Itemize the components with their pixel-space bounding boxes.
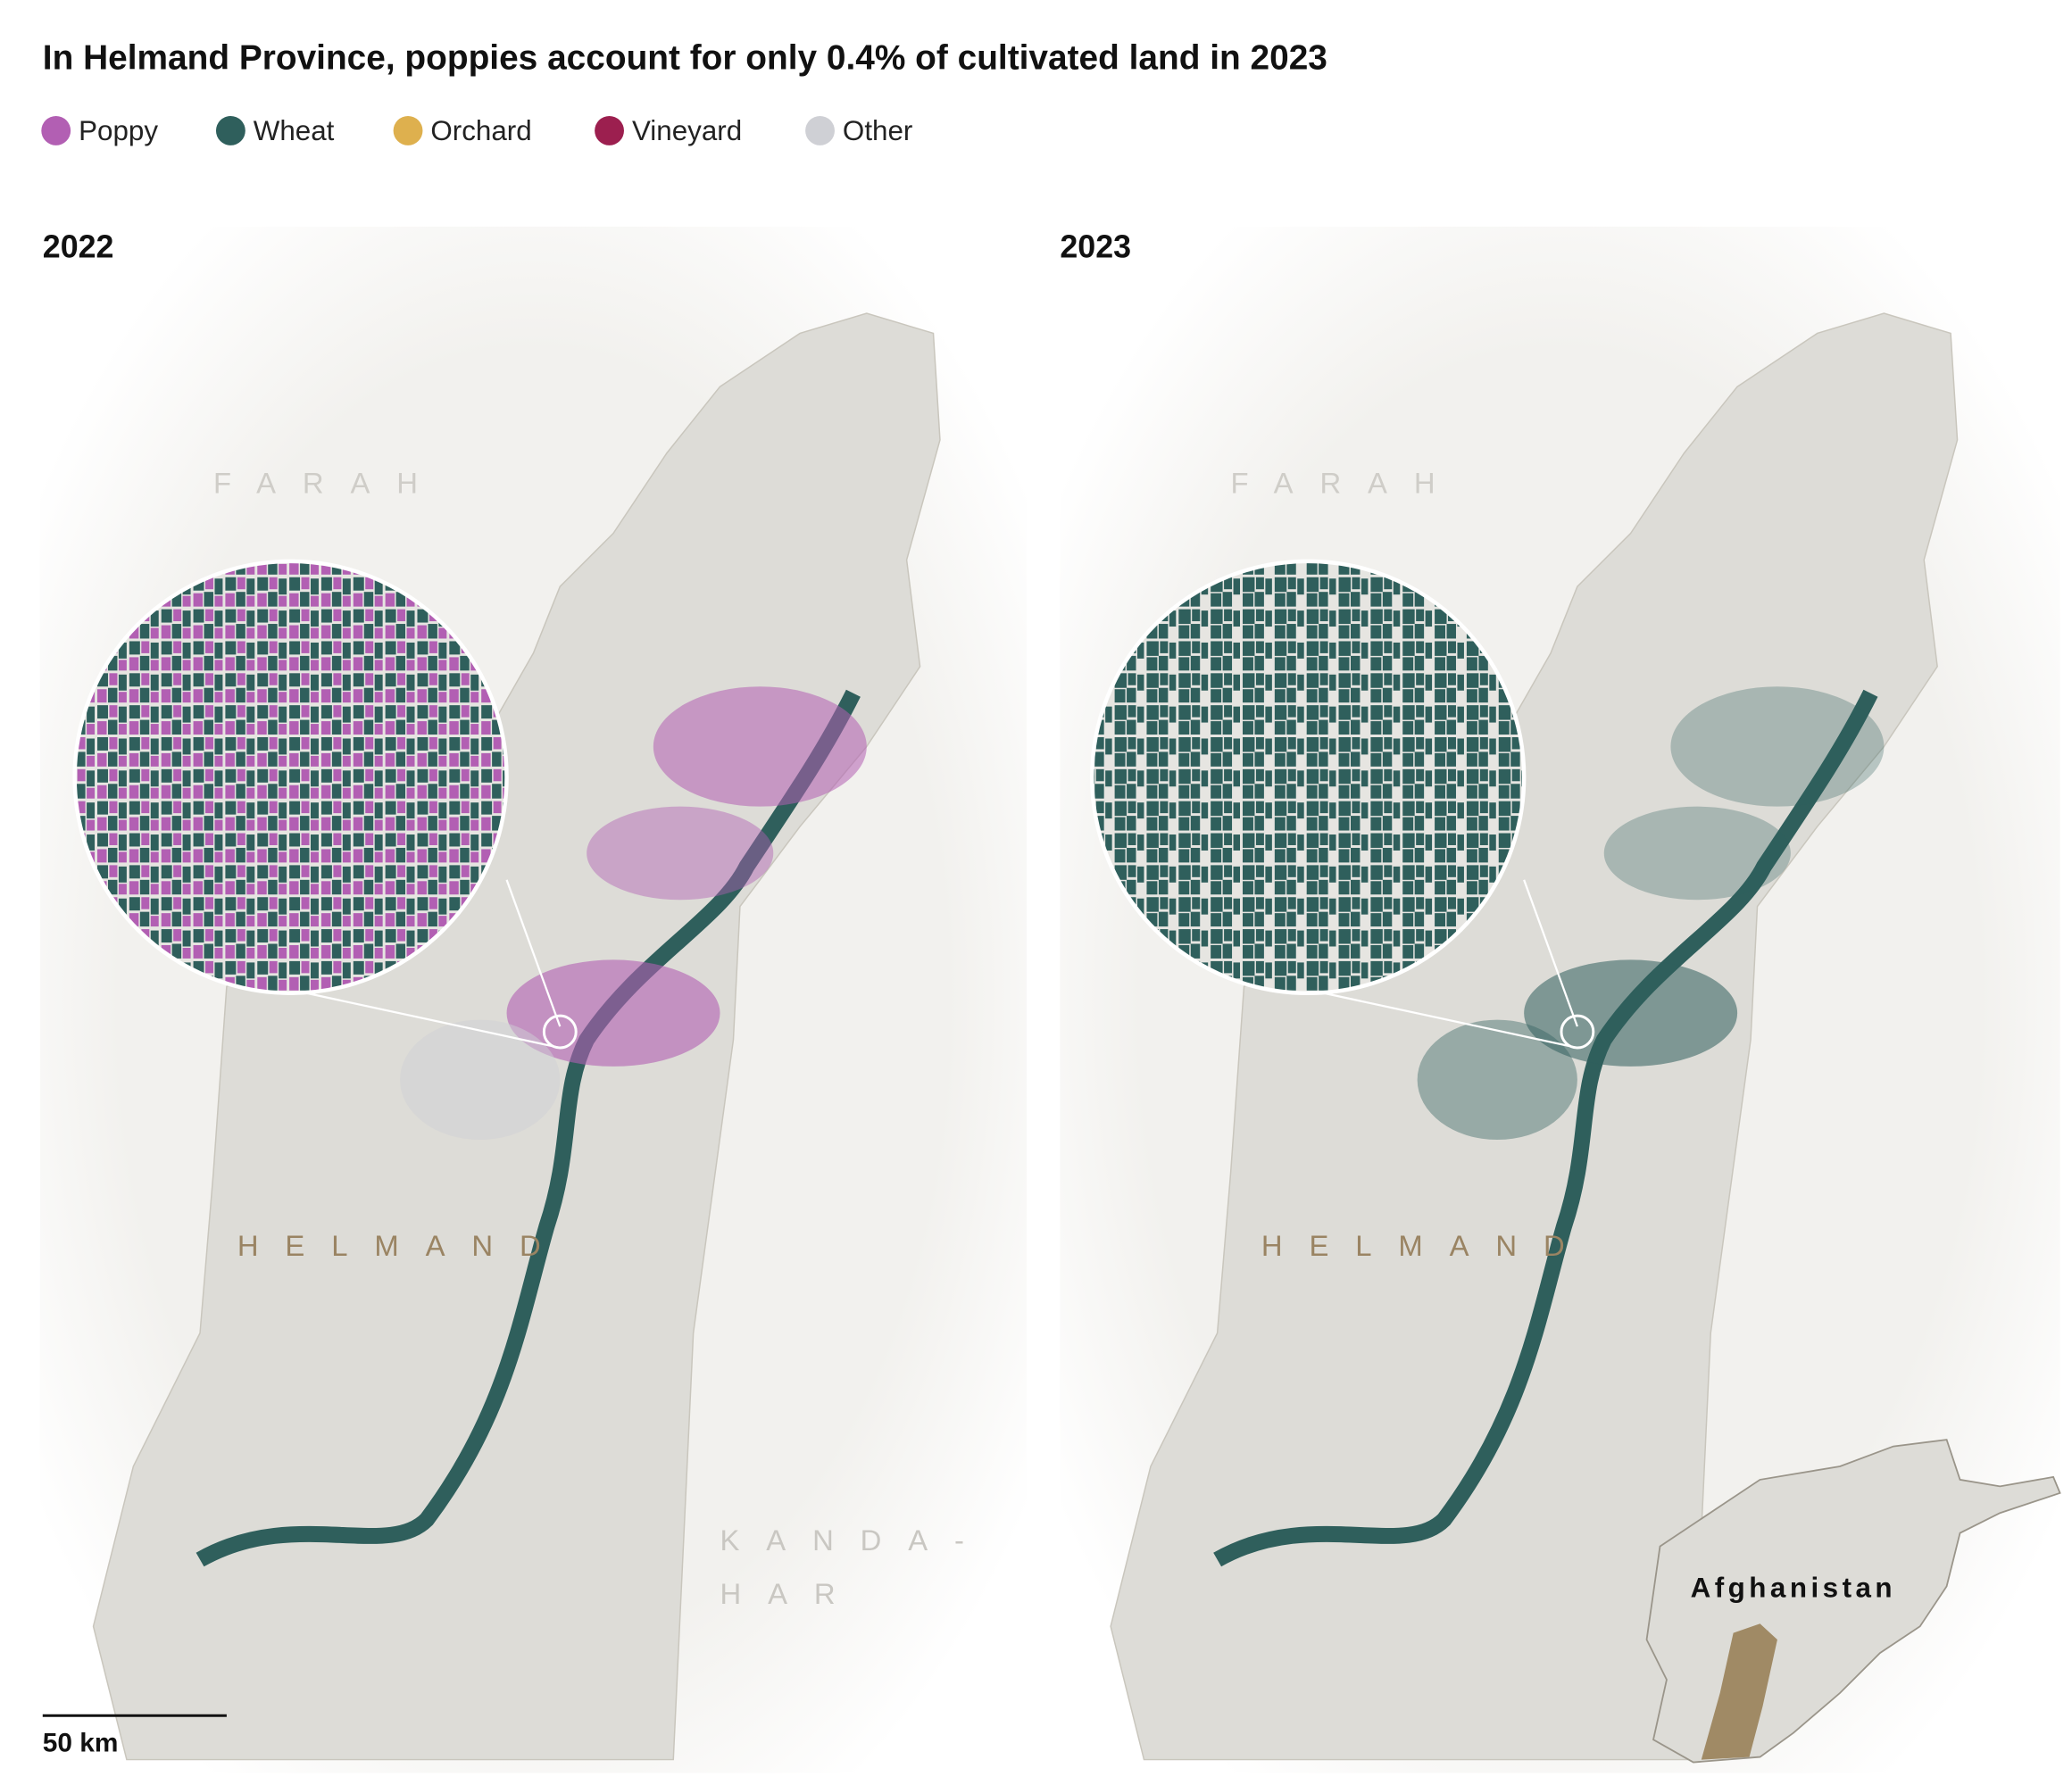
region-label: KANDA- [720,1523,991,1557]
legend-swatch [41,115,71,145]
river-cultivation [196,689,861,1567]
scale-label: 50 km [43,1729,119,1758]
cultivation [653,686,867,807]
inset-map: Afghanistan [1645,1439,2061,1764]
legend-label: Vineyard [632,115,742,146]
zoom-line [1323,992,1578,1050]
legend-label: Poppy [79,115,158,146]
legend: Poppy Wheat Orchard Vineyard Other [41,115,912,146]
region-label: FARAH [213,467,445,500]
zoom-line [505,879,562,1027]
cultivation [1417,1019,1577,1141]
helmand-highlight [1701,1623,1777,1760]
cultivation [400,1019,561,1141]
panel-year: 2022 [43,228,114,264]
river-cultivation [1213,689,1878,1567]
legend-swatch [805,115,835,145]
region-label: FARAH [1231,467,1462,500]
cultivation [1524,959,1738,1067]
map-panel: 2023 FARAH HELMAND Afghanistan [1060,226,2061,1773]
zoom-circle [1089,559,1527,996]
region-label: HELMAND [1261,1229,1592,1262]
cultivation [506,959,720,1067]
zoom-line [1523,879,1578,1027]
zoom-line [306,992,561,1050]
panel-year: 2023 [1060,228,1131,264]
legend-label: Orchard [430,115,531,146]
cultivation [1603,806,1791,901]
region-label: HELMAND [237,1229,568,1262]
legend-label: Other [843,115,912,146]
inset-label: Afghanistan [1691,1572,1896,1603]
cultivation [1670,686,1885,807]
map-panel: 2022 FARAH HELMAND KANDA- HAR 50 km [39,226,1028,1773]
region-label: HAR [720,1577,862,1610]
zoom-circle [72,559,509,996]
legend-swatch [595,115,624,145]
legend-swatch [215,115,245,145]
zoom-marker [1560,1014,1595,1050]
chart-title: In Helmand Province, poppies account for… [43,39,1327,78]
legend-swatch [393,115,423,145]
cultivation [587,806,774,901]
legend-label: Wheat [254,115,335,146]
zoom-marker [542,1014,578,1050]
province-outline [1110,312,1959,1761]
